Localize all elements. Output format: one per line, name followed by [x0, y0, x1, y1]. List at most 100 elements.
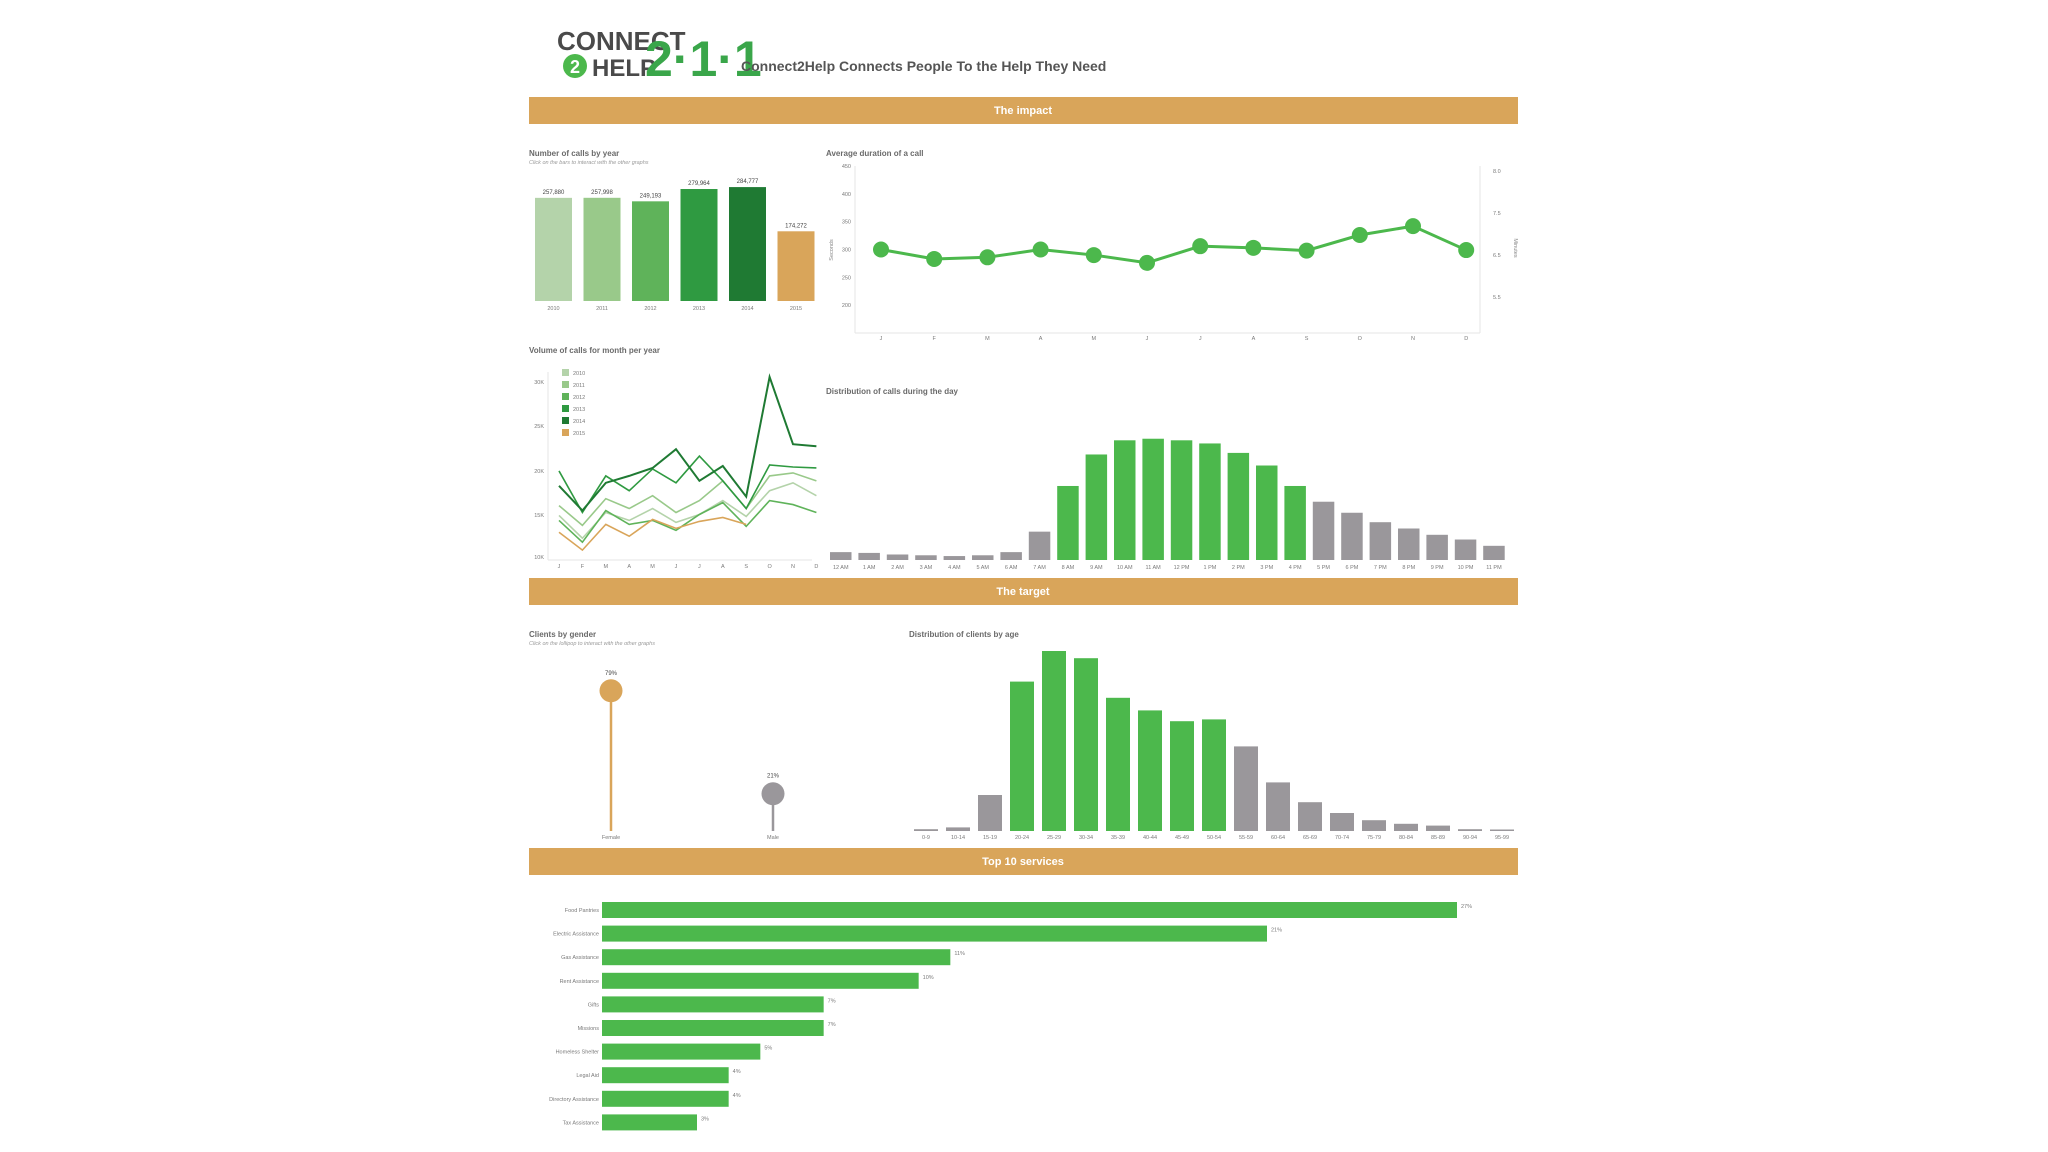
bar[interactable] [680, 189, 718, 301]
data-label: 4% [733, 1093, 741, 1099]
data-point [1405, 218, 1421, 235]
lollipop-head[interactable] [761, 782, 785, 806]
y-tick-label: Homeless Shelter [556, 1050, 600, 1056]
chart-title: Distribution of calls during the day [826, 387, 959, 396]
logo: CONNECT 2 HELP 2·1·1 [557, 26, 762, 87]
x-tick-label: 4 AM [948, 565, 961, 571]
x-tick-label: 60-64 [1271, 835, 1285, 841]
data-point [1245, 239, 1262, 256]
data-point [1351, 227, 1368, 244]
x-tick-label: O [1358, 336, 1363, 342]
data-point [1298, 242, 1315, 259]
data-point [1139, 254, 1155, 271]
bar[interactable] [583, 197, 621, 301]
legend-label: 2014 [573, 419, 585, 425]
bar [1000, 552, 1022, 560]
x-tick-label: J [698, 564, 701, 570]
x-tick-label: A [1039, 336, 1043, 342]
chart-clients-by-gender[interactable]: Clients by gender Click on the lollipop t… [529, 630, 785, 841]
x-tick-label: 2014 [741, 306, 753, 312]
logo-help-text: HELP [592, 55, 656, 82]
data-point [1192, 238, 1209, 255]
bar[interactable] [777, 231, 815, 301]
x-tick-label: 5 AM [976, 565, 989, 571]
x-tick-label: 3 PM [1260, 565, 1273, 571]
bar [1483, 545, 1505, 560]
bar [1170, 721, 1194, 831]
x-tick-label: 9 PM [1431, 565, 1444, 571]
bar [915, 555, 937, 560]
x-tick-label: Male [767, 835, 779, 841]
bar [602, 1090, 729, 1107]
legend-swatch [562, 381, 569, 388]
legend-swatch [562, 417, 569, 424]
header-tagline: Connect2Help Connects People To the Help… [741, 58, 1106, 74]
series-line [558, 373, 817, 513]
bar [886, 554, 909, 560]
bar [1256, 465, 1278, 560]
bar [1454, 539, 1477, 560]
x-tick-label: 0-9 [922, 835, 930, 841]
bar [1202, 719, 1226, 831]
bar[interactable] [632, 201, 669, 301]
x-tick-label: 85-89 [1431, 835, 1445, 841]
data-point [926, 250, 943, 267]
y-tick-label: 10K [534, 555, 544, 561]
x-tick-label: 40-44 [1143, 835, 1157, 841]
lollipop-head[interactable] [599, 679, 623, 703]
bar [1042, 651, 1066, 831]
bar[interactable] [535, 197, 572, 301]
chart-title: Number of calls by year [529, 149, 619, 158]
section-title-target: The target [996, 586, 1050, 598]
x-tick-label: N [791, 564, 795, 570]
bar [914, 829, 938, 831]
x-tick-label: 2013 [693, 306, 705, 312]
x-tick-label: A [627, 564, 631, 570]
x-tick-label: 11 PM [1486, 565, 1502, 571]
series-line [558, 499, 817, 544]
bar [1234, 746, 1258, 831]
chart-calls-by-year[interactable]: Number of calls by year Click on the bars… [529, 149, 815, 312]
x-tick-label: 2010 [547, 306, 559, 312]
x-tick-label: 7 PM [1374, 565, 1387, 571]
section-title-impact: The impact [994, 105, 1052, 117]
x-tick-label: 35-39 [1111, 835, 1125, 841]
x-tick-label: Female [602, 835, 620, 841]
x-tick-label: M [1092, 336, 1097, 342]
y-tick-label: Rent Assistance [560, 979, 599, 985]
bar [1330, 813, 1354, 831]
logo-badge-text: 2 [570, 57, 580, 77]
y-tick-label: 250 [842, 275, 851, 281]
bar [1142, 438, 1164, 560]
y-tick-label: Missions [578, 1026, 600, 1032]
bar [978, 795, 1002, 831]
x-tick-label: D [1464, 336, 1468, 342]
logo-badge-circle [563, 54, 587, 78]
x-tick-label: M [985, 336, 990, 342]
data-label: 11% [954, 951, 965, 957]
x-tick-label: O [767, 564, 772, 570]
bar [1426, 825, 1450, 831]
bar[interactable] [729, 187, 766, 301]
chart-volume-by-month: Volume of calls for month per year 30K 25K… [529, 346, 818, 570]
x-tick-label: 50-54 [1207, 835, 1221, 841]
y-tick-label: Gas Assistance [561, 955, 599, 961]
data-label: 174,272 [785, 223, 807, 229]
x-tick-label: 25-29 [1047, 835, 1061, 841]
x-tick-label: 8 PM [1402, 565, 1415, 571]
x-tick-label: 1 PM [1204, 565, 1217, 571]
series-line [558, 472, 817, 527]
y-tick-label: Legal Aid [576, 1073, 599, 1079]
bar [1458, 829, 1482, 831]
legend-swatch [562, 369, 569, 376]
bar [1074, 658, 1098, 831]
chart-calls-by-hour: Distribution of calls during the day 12 A… [826, 387, 1505, 571]
bar [1426, 534, 1448, 560]
data-label: 279,964 [688, 181, 710, 187]
chart-clients-by-age: Distribution of clients by age 0-9 10-14 15… [909, 630, 1514, 841]
y-tick-label: 300 [842, 248, 851, 254]
x-tick-label: J [558, 564, 561, 570]
data-point [1085, 247, 1102, 264]
bar [602, 972, 919, 989]
data-point [979, 249, 996, 266]
